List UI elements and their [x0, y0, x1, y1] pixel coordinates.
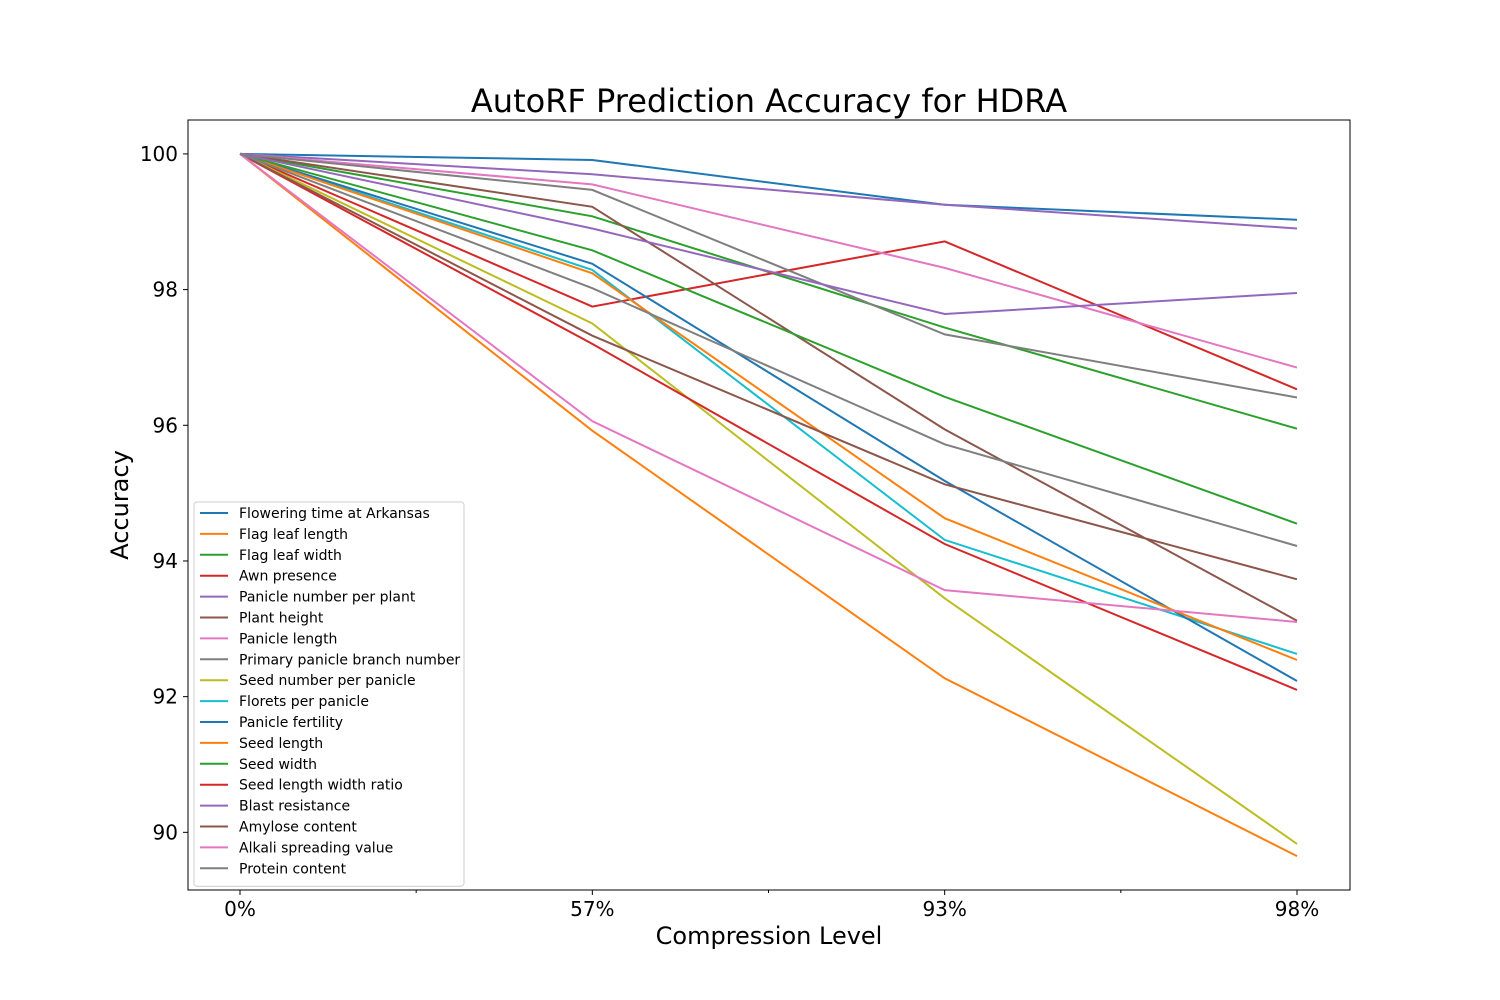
- legend-label: Seed width: [239, 757, 317, 773]
- legend-box: [193, 501, 465, 887]
- series-line-11: [239, 152, 1298, 682]
- series-line-12: [239, 152, 1298, 661]
- legend-label: Protein content: [239, 861, 347, 877]
- legend: Flowering time at Arkansas Flag leaf leng…: [193, 501, 465, 887]
- x-tick-label: 98%: [1275, 897, 1319, 921]
- legend-label: Florets per panicle: [239, 694, 369, 710]
- x-axis: 0% 57% 93% 98%: [224, 890, 1319, 921]
- y-tick-label: 98: [153, 278, 178, 302]
- series-line-9: [239, 152, 1298, 845]
- series-line-4: [239, 152, 1298, 391]
- y-axis: 90 92 94 96 98 100: [140, 142, 188, 844]
- series-line-1: [239, 152, 1298, 221]
- legend-label: Awn presence: [239, 569, 337, 585]
- legend-label: Alkali spreading value: [239, 840, 393, 856]
- series-line-2: [239, 153, 1298, 857]
- y-tick-label: 100: [140, 142, 178, 166]
- y-tick-label: 90: [153, 820, 178, 844]
- series-line-14: [239, 153, 1298, 691]
- legend-label: Flag leaf width: [239, 548, 342, 564]
- legend-label: Plant height: [239, 611, 324, 627]
- chart-title: AutoRF Prediction Accuracy for HDRA: [471, 82, 1067, 120]
- x-axis-label: Compression Level: [656, 922, 883, 950]
- series-line-13: [239, 152, 1298, 525]
- x-tick-label: 0%: [224, 897, 256, 921]
- y-axis-label: Accuracy: [106, 450, 134, 560]
- legend-label: Seed number per panicle: [239, 673, 416, 689]
- y-tick-label: 94: [153, 549, 178, 573]
- series-line-6: [239, 152, 1298, 622]
- y-tick-label: 92: [153, 685, 178, 709]
- legend-label: Panicle length: [239, 631, 337, 647]
- series-line-17: [239, 153, 1298, 623]
- series-line-15: [239, 152, 1298, 316]
- series-line-8: [239, 152, 1298, 399]
- legend-label: Blast resistance: [239, 799, 350, 815]
- series-line-10: [239, 152, 1298, 655]
- x-tick-label: 93%: [922, 897, 966, 921]
- legend-label: Flag leaf length: [239, 527, 348, 543]
- legend-label: Panicle fertility: [239, 715, 343, 731]
- x-tick-label: 57%: [570, 897, 614, 921]
- legend-label: Primary panicle branch number: [239, 652, 460, 668]
- legend-label: Flowering time at Arkansas: [239, 506, 430, 522]
- series-line-18: [239, 152, 1298, 547]
- series-line-3: [239, 152, 1298, 430]
- legend-label: Seed length: [239, 736, 323, 752]
- series-line-5: [239, 152, 1298, 230]
- y-tick-label: 96: [153, 413, 178, 437]
- legend-label: Panicle number per plant: [239, 590, 416, 606]
- legend-label: Seed length width ratio: [239, 778, 403, 794]
- series-lines: [239, 152, 1298, 857]
- series-line-16: [239, 153, 1298, 581]
- legend-label: Amylose content: [239, 820, 357, 836]
- series-line-7: [239, 152, 1298, 369]
